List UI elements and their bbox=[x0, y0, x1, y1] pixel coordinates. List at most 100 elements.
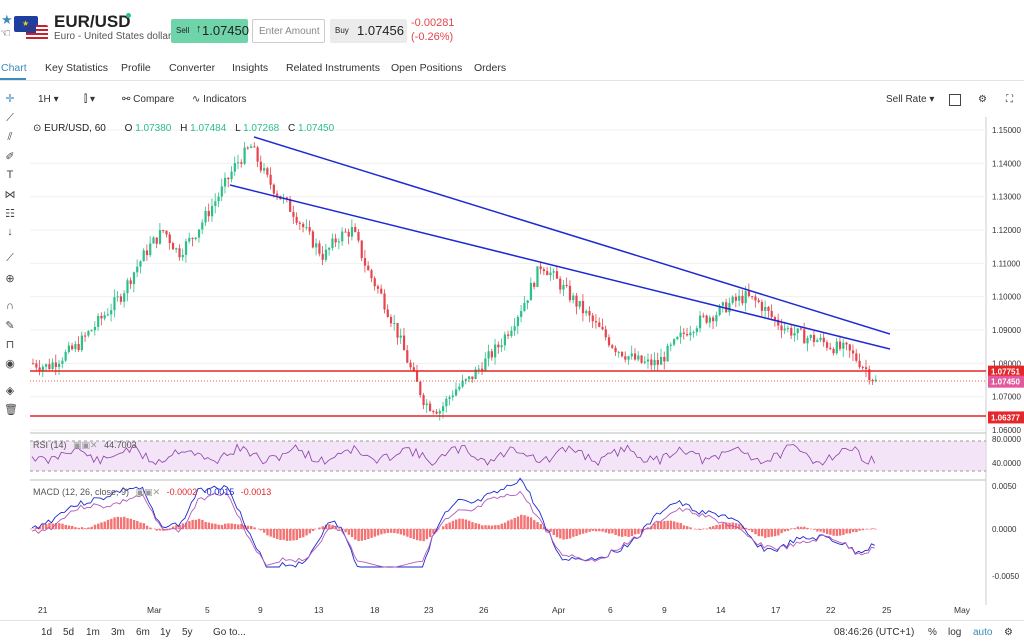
macd-name: MACD (12, 26, close, 9) bbox=[33, 487, 130, 497]
macd-histogram-bar bbox=[581, 529, 585, 534]
macd-controls-icon[interactable]: ▣▣✕ bbox=[135, 487, 161, 497]
candle-body bbox=[259, 161, 262, 171]
tab-profile[interactable]: Profile bbox=[121, 62, 151, 74]
crosshair-icon[interactable]: ✛ bbox=[5, 93, 15, 105]
candle-body bbox=[344, 231, 347, 233]
watchlist-star-icon[interactable]: ★ bbox=[1, 12, 13, 27]
range-3m[interactable]: 3m bbox=[111, 627, 125, 638]
collapse-icon[interactable]: ⊙ bbox=[33, 123, 42, 134]
eye-icon[interactable]: ◉ bbox=[5, 358, 15, 370]
tab-converter[interactable]: Converter bbox=[169, 62, 216, 74]
range-1y[interactable]: 1y bbox=[160, 627, 171, 638]
buy-button[interactable]: Buy 1.07456 bbox=[330, 19, 407, 43]
ruler-icon[interactable]: ⟋ bbox=[6, 252, 14, 264]
fib-icon[interactable]: ☷ bbox=[5, 208, 15, 220]
auto-toggle[interactable]: auto bbox=[973, 627, 993, 638]
candle-body bbox=[152, 237, 155, 244]
tab-insights[interactable]: Insights bbox=[232, 62, 269, 74]
trendline-icon[interactable]: ⟋ bbox=[6, 112, 14, 124]
price-tag-label: 1.07751 bbox=[991, 368, 1020, 377]
macd-histogram-bar bbox=[474, 523, 477, 529]
date-tick-label: May bbox=[954, 605, 971, 615]
amount-input[interactable]: Enter Amount bbox=[252, 19, 325, 43]
rsi-controls-icon[interactable]: ▣▣✕ bbox=[73, 440, 98, 450]
candle-body bbox=[422, 395, 425, 405]
range-5d[interactable]: 5d bbox=[63, 627, 75, 638]
macd-histogram-bar bbox=[523, 515, 526, 529]
interval-select[interactable]: 1H ▾ bbox=[38, 94, 59, 105]
lock-drawing-icon[interactable]: ✎ bbox=[5, 320, 15, 332]
candle-body bbox=[383, 293, 386, 310]
tab-related-instruments[interactable]: Related Instruments bbox=[286, 62, 380, 74]
tab-orders[interactable]: Orders bbox=[474, 62, 507, 74]
log-toggle[interactable]: log bbox=[948, 627, 962, 638]
interval-value: 1H bbox=[38, 94, 51, 105]
trash-icon[interactable]: 🗑 bbox=[4, 404, 18, 416]
parallel-lines-icon[interactable]: ⫽ bbox=[7, 131, 13, 143]
candle-body bbox=[575, 295, 578, 307]
candle-body bbox=[490, 351, 493, 358]
indicators-button[interactable]: ∿ Indicators bbox=[192, 94, 247, 105]
pair-description: Euro - United States dollar bbox=[54, 31, 172, 42]
settings-icon[interactable]: ⚙ bbox=[978, 94, 987, 105]
lock-icon[interactable]: ⊓ bbox=[5, 339, 15, 351]
macd-histogram-bar bbox=[87, 527, 90, 529]
chart-area[interactable]: 1.15000 1.14000 1.13000 1.12000 1.11000 1.100… bbox=[30, 117, 1024, 627]
range-1d[interactable]: 1d bbox=[41, 627, 53, 638]
tab-open-positions[interactable]: Open Positions bbox=[391, 62, 463, 74]
macd-histogram-bar bbox=[142, 523, 146, 529]
layers-icon[interactable]: ◈ bbox=[5, 385, 15, 397]
candle-body bbox=[90, 330, 93, 332]
candle-body bbox=[207, 210, 210, 217]
range-1m[interactable]: 1m bbox=[86, 627, 100, 638]
macd-histogram-bar bbox=[734, 523, 738, 529]
candle-type-select[interactable]: ⫿ ▾ bbox=[84, 94, 95, 105]
text-icon[interactable]: T bbox=[6, 169, 14, 181]
trendline-lower[interactable] bbox=[229, 184, 891, 350]
pattern-icon[interactable]: ⋈ bbox=[4, 189, 16, 201]
candle-body bbox=[731, 296, 734, 304]
hand-icon[interactable]: ☜ bbox=[0, 26, 11, 40]
macd-histogram-bar bbox=[350, 529, 354, 538]
trendline-upper[interactable] bbox=[253, 136, 891, 335]
macd-histogram-bar bbox=[741, 525, 744, 529]
arrow-down-icon[interactable]: ↓ bbox=[7, 226, 13, 238]
macd-histogram-bar bbox=[767, 529, 770, 538]
candle-body bbox=[337, 241, 341, 243]
settings-icon[interactable]: ⚙ bbox=[1004, 627, 1013, 638]
range-5y[interactable]: 5y bbox=[182, 627, 193, 638]
compare-button[interactable]: ⚯ Compare bbox=[122, 94, 174, 105]
sell-button[interactable]: Sell ↑ 1.07450 bbox=[171, 19, 249, 43]
macd-histogram-bar bbox=[500, 523, 503, 529]
macd-histogram-bar bbox=[676, 522, 679, 529]
candle-body bbox=[874, 379, 877, 381]
macd-tick-label: 0.0050 bbox=[992, 482, 1017, 491]
fullscreen-box-icon[interactable] bbox=[949, 94, 961, 106]
macd-histogram-bar bbox=[285, 529, 289, 541]
price-chart[interactable]: 1.15000 1.14000 1.13000 1.12000 1.11000 1.100… bbox=[30, 117, 1024, 617]
brush-icon[interactable]: ✐ bbox=[5, 151, 15, 163]
magnet-icon[interactable]: ∩ bbox=[6, 300, 14, 312]
tab-key-statistics[interactable]: Key Statistics bbox=[45, 62, 109, 74]
candle-body bbox=[64, 351, 67, 361]
candle-body bbox=[871, 380, 874, 382]
candle-body bbox=[393, 322, 396, 324]
macd-histogram-bar bbox=[376, 529, 380, 536]
macd-histogram-bar bbox=[871, 528, 874, 529]
macd-histogram-bar bbox=[204, 522, 207, 529]
candle-body bbox=[165, 230, 168, 235]
pair-name: EUR/USD bbox=[54, 12, 131, 31]
goto-button[interactable]: Go to... bbox=[213, 627, 246, 638]
candle-body bbox=[819, 337, 822, 341]
candle-body bbox=[376, 286, 380, 289]
tab-chart[interactable]: Chart bbox=[1, 62, 27, 74]
expand-icon[interactable]: ⛶ bbox=[1006, 94, 1013, 105]
zoom-in-icon[interactable]: ⊕ bbox=[5, 273, 15, 285]
candle-body bbox=[230, 171, 233, 180]
macd-histogram-bar bbox=[259, 529, 263, 531]
range-6m[interactable]: 6m bbox=[136, 627, 150, 638]
percent-toggle[interactable]: % bbox=[928, 627, 937, 638]
macd-histogram-bar bbox=[197, 518, 201, 529]
legend-high: 1.07484 bbox=[190, 123, 227, 134]
rate-select[interactable]: Sell Rate ▾ bbox=[886, 94, 934, 105]
